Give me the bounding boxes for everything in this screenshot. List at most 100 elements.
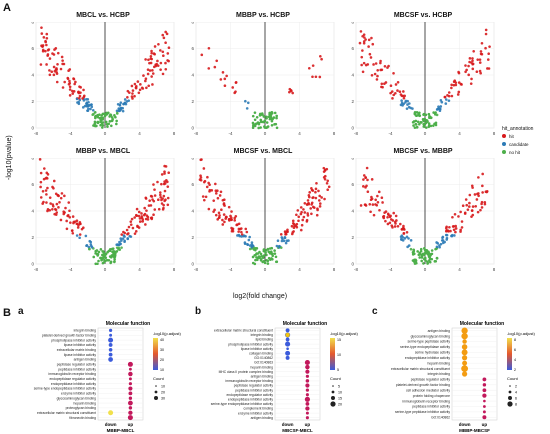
go-term-label: extracellular matrix structural constitu… [37, 411, 96, 415]
go-dotplot: Molecular function integrin bindingplatel… [34, 321, 182, 433]
volcano-title: MBBP vs. MBCL [75, 148, 131, 155]
y-tick-label: 6 [31, 46, 34, 51]
y-tick-label: 0 [191, 126, 194, 131]
y-tick-label: 2 [31, 99, 34, 104]
dotplot-xlabel: MBCSF-MBCL [282, 428, 313, 433]
x-tick-label: 0 [424, 131, 427, 136]
go-dotplot: Molecular function antigen bindingglycosa… [391, 321, 535, 433]
go-term-label: enzyme inhibitor activity [61, 392, 96, 396]
go-term-label: MHC class II protein complex binding [219, 370, 274, 374]
go-term-label: endopeptidase regulator activity [49, 377, 96, 381]
volcano-title: MBCSF vs. MBCL [233, 148, 293, 155]
x-tick-label: 4 [458, 267, 461, 272]
x-tick-label: 4 [138, 267, 141, 272]
legend-item-candidate: candidate [502, 140, 550, 148]
go-term-label: protein folding chaperone [413, 394, 450, 398]
volcano-plot: -8 -4 0 4 8 0 2 4 6 8 [31, 158, 176, 272]
size-legend-tick: 4 [515, 390, 517, 394]
go-term-label: peptidase inhibitor activity [58, 367, 96, 371]
go-term-label: collagen binding [249, 352, 273, 356]
colorbar-tick: 8 [514, 338, 516, 342]
y-tick-label: 0 [31, 126, 34, 131]
legend-swatch-no-hit [502, 150, 506, 154]
size-legend-tick: 5 [338, 384, 340, 388]
y-tick-label: 2 [191, 235, 194, 240]
go-term-label: serine-type peptidase activity [407, 340, 450, 344]
y-tick-label: 4 [191, 209, 194, 214]
subpanel-letter: c [372, 306, 378, 317]
volcano-plot: -8 -4 0 4 8 0 2 4 6 8 [351, 22, 496, 136]
x-tick-label: 8 [333, 131, 336, 136]
y-tick-label: 4 [31, 73, 34, 78]
dotplot-title: Molecular function [283, 321, 327, 327]
colorbar-tick: 2 [514, 368, 516, 372]
colorbar-tick: 30 [160, 348, 164, 352]
size-legend-tick: 6 [515, 396, 517, 400]
go-term-label: heparin binding [73, 401, 96, 405]
y-tick-label: 8 [31, 158, 34, 161]
x-tick-label: 8 [173, 131, 176, 136]
go-term-label: serine hydrolase activity [415, 351, 451, 355]
go-term-label: endopeptidase inhibitor activity [228, 398, 273, 402]
x-tick-label: -8 [354, 267, 358, 272]
go-term-label: extracellular matrix structural constitu… [214, 329, 273, 333]
x-tick-label: -4 [388, 131, 392, 136]
y-axis-label: -log10(pvalue) [6, 135, 13, 180]
colorbar-tick: 15 [337, 338, 341, 342]
go-term-label: serine-type endopeptidase activity [400, 345, 450, 349]
x-tick-label: -8 [34, 131, 38, 136]
go-term-label: endopeptidase inhibitor activity [405, 356, 450, 360]
go-term-label: GO:0140863 [254, 361, 273, 365]
go-term-label: antigen binding [251, 416, 274, 420]
y-tick-label: 8 [191, 22, 194, 25]
dotplot-xlabel: MBBP-MBCSF [459, 428, 490, 433]
go-term-label: peptidase regulator activity [234, 384, 274, 388]
x-tick-label: -8 [34, 267, 38, 272]
legend-label-no-hit: no hit [509, 149, 521, 155]
go-term-label: proteoglycan binding [66, 406, 97, 410]
legend-item-no-hit: no hit [502, 148, 550, 156]
x-tick-label: 4 [458, 131, 461, 136]
y-tick-label: 8 [351, 22, 354, 25]
x-tick-label: -4 [68, 131, 72, 136]
go-term-label: peptidase regulator activity [411, 378, 451, 382]
group-label: up [482, 422, 488, 427]
size-legend-tick: 15 [338, 396, 342, 400]
colorbar-tick: 40 [160, 338, 164, 342]
go-term-label: fibronectin binding [69, 416, 96, 420]
size-legend-title: Count [330, 376, 342, 381]
size-legend-tick: 2 [515, 384, 517, 388]
group-label: down [105, 422, 117, 427]
size-legend-tick: 30 [161, 396, 165, 400]
y-tick-label: 8 [31, 22, 34, 25]
y-tick-label: 8 [351, 158, 354, 161]
volcano-title: MBCSF vs. HCBP [393, 12, 453, 19]
go-term-label: serine-type endopeptidase inhibitor acti… [34, 387, 97, 391]
legend-item-hit: hit [502, 132, 550, 140]
x-tick-label: -4 [388, 267, 392, 272]
go-term-label: peptidase inhibitor activity [235, 388, 273, 392]
x-tick-label: 4 [298, 267, 301, 272]
go-dotplot: Molecular function extracellular matrix s… [211, 321, 359, 433]
dotplot-xlabel: MBBP-MBCL [107, 428, 135, 433]
volcano-title: MBCL vs. HCBP [76, 12, 130, 19]
go-term-label: immunoglobulin receptor binding [48, 372, 96, 376]
x-tick-label: 0 [264, 267, 267, 272]
y-tick-label: 2 [351, 235, 354, 240]
x-axis-label: log2(fold change) [232, 293, 288, 300]
subpanel-letter: a [18, 306, 24, 317]
panel-a-letter: A [3, 2, 11, 14]
colorbar-tick: 4 [514, 358, 516, 362]
go-term-label: integrin binding [74, 329, 97, 333]
x-tick-label: -4 [228, 131, 232, 136]
size-legend-title: Count [507, 376, 519, 381]
go-term-label: platelet-derived growth factor binding [396, 383, 450, 387]
y-tick-label: 6 [191, 182, 194, 187]
x-tick-label: 8 [173, 267, 176, 272]
go-term-label: lipase inhibitor activity [241, 347, 273, 351]
go-term-label: peptidase regulator activity [57, 363, 97, 367]
volcano-title: MBCSF vs. MBBP [393, 148, 453, 155]
volcano-plot: -8 -4 0 4 8 0 2 4 6 8 [31, 22, 176, 136]
y-tick-label: 4 [351, 209, 354, 214]
x-tick-label: 0 [424, 267, 427, 272]
